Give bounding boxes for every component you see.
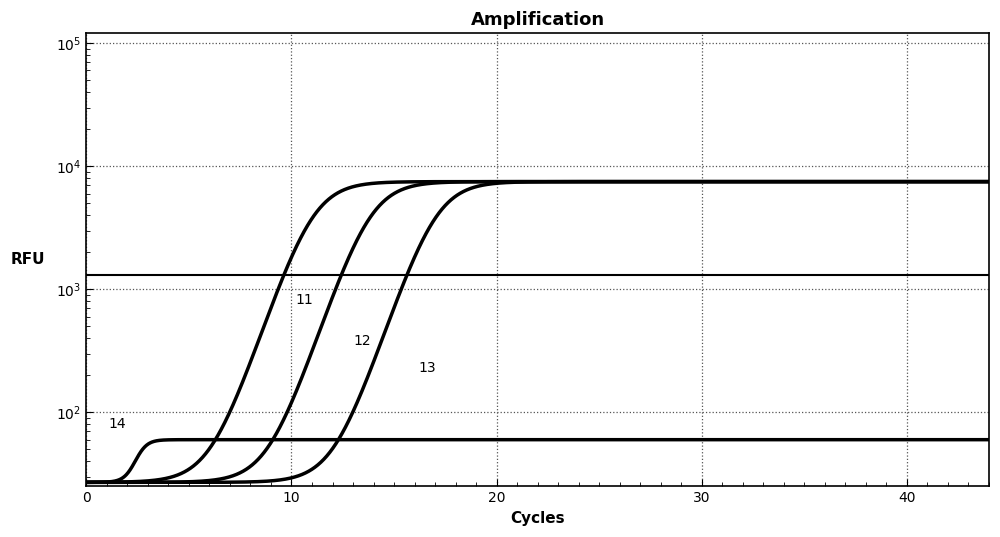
Text: 14: 14 (109, 417, 127, 431)
Title: Amplification: Amplification (471, 11, 605, 29)
Y-axis label: RFU: RFU (11, 252, 46, 267)
Text: 12: 12 (353, 334, 371, 348)
Text: 13: 13 (419, 361, 436, 375)
X-axis label: Cycles: Cycles (510, 511, 565, 526)
Text: 11: 11 (296, 293, 313, 307)
